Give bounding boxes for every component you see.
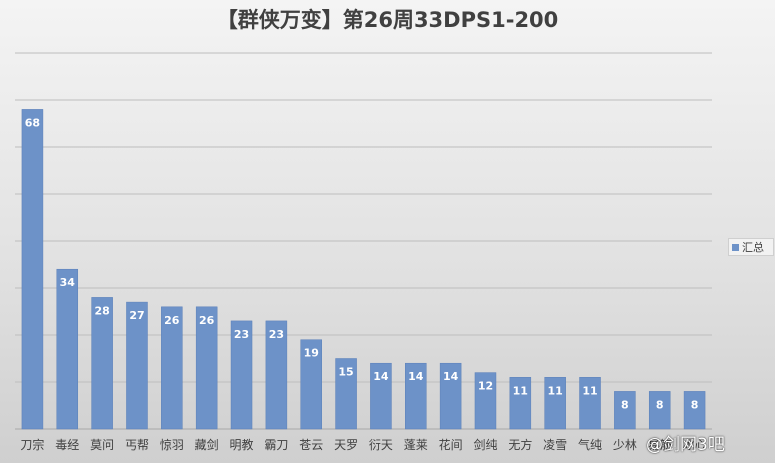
- data-label: 28: [94, 304, 109, 317]
- bar-莫问: [91, 297, 113, 430]
- bar-毒经: [56, 268, 79, 430]
- bar-苍云: [300, 339, 322, 430]
- category-label: 花间: [439, 437, 463, 452]
- bars: [21, 109, 706, 430]
- category-label: 冰心: [683, 438, 707, 452]
- bar-丐帮: [126, 301, 148, 430]
- category-label: 霸刀: [264, 438, 288, 452]
- data-label: 27: [129, 309, 144, 322]
- bar-少林: [614, 391, 636, 430]
- legend-swatch: [732, 243, 739, 251]
- data-labels: 68 34 28 27 26 26 23 23 19 15 14 14 14 12 11 11 11 8 8 8: [25, 116, 699, 411]
- data-label: 14: [408, 370, 424, 383]
- data-label: 12: [478, 380, 493, 393]
- bar-衍天: [370, 362, 392, 430]
- category-label: 惊羽: [160, 437, 184, 452]
- category-label: 藏剑: [195, 437, 219, 452]
- data-label: 14: [443, 370, 459, 383]
- data-label: 8: [621, 398, 629, 411]
- watermark: @剑网3吧: [646, 435, 725, 455]
- category-label: 毒经: [55, 438, 79, 452]
- category-label: 莫问: [90, 438, 114, 452]
- category-label: 天罗: [334, 438, 358, 452]
- data-label: 23: [234, 328, 249, 341]
- bar-凌雪: [544, 377, 566, 430]
- bar-明教: [230, 320, 253, 430]
- category-label: 剑纯: [473, 437, 497, 452]
- data-label: 26: [164, 314, 180, 327]
- category-label: 无方: [508, 437, 532, 452]
- bar-惊羽: [161, 306, 183, 430]
- bar-冰心: [683, 391, 706, 430]
- bar-天罗: [335, 358, 357, 430]
- data-label: 8: [656, 398, 664, 411]
- category-label: 蓬莱: [404, 438, 428, 452]
- data-label: 19: [304, 347, 319, 360]
- category-label: 气纯: [578, 437, 602, 452]
- category-label: 凌雪: [543, 438, 567, 452]
- chart-title: 【群侠万变】第26周33DPS1-200: [216, 8, 559, 32]
- data-label: 68: [25, 116, 40, 129]
- bar-气纯: [579, 377, 601, 430]
- bar-花间: [439, 362, 462, 430]
- category-label: 刀宗: [20, 437, 44, 452]
- grid-lines: [15, 52, 712, 430]
- category-label: 苍云: [299, 438, 323, 452]
- bar-剑纯: [474, 372, 497, 430]
- legend: 汇总: [728, 238, 774, 256]
- bar-藏剑: [195, 306, 218, 430]
- category-label: 丐帮: [125, 438, 149, 452]
- bar-霸刀: [265, 320, 288, 430]
- category-labels: 刀宗 毒经 莫问 丐帮 惊羽 藏剑 明教 霸刀 苍云 天罗 衍天 蓬莱 花间 剑纯 无方 凌雪 气纯 少林 易筋 冰心: [20, 437, 706, 452]
- data-label: 26: [199, 314, 215, 327]
- category-label: 少林: [613, 438, 637, 452]
- bar-刀宗: [21, 109, 44, 430]
- data-label: 8: [691, 398, 699, 411]
- data-label: 15: [338, 366, 353, 379]
- data-label: 11: [548, 384, 563, 397]
- bar-无方: [509, 377, 532, 430]
- data-label: 11: [582, 384, 597, 397]
- data-label: 34: [60, 276, 76, 289]
- category-label: 明教: [230, 437, 254, 452]
- legend-label: 汇总: [742, 241, 764, 254]
- category-label: 易筋: [648, 437, 672, 452]
- data-label: 14: [373, 370, 389, 383]
- category-label: 衍天: [369, 438, 393, 452]
- data-label: 11: [513, 384, 528, 397]
- bar-蓬莱: [405, 362, 427, 430]
- data-label: 23: [269, 328, 284, 341]
- bar-易筋: [648, 391, 671, 430]
